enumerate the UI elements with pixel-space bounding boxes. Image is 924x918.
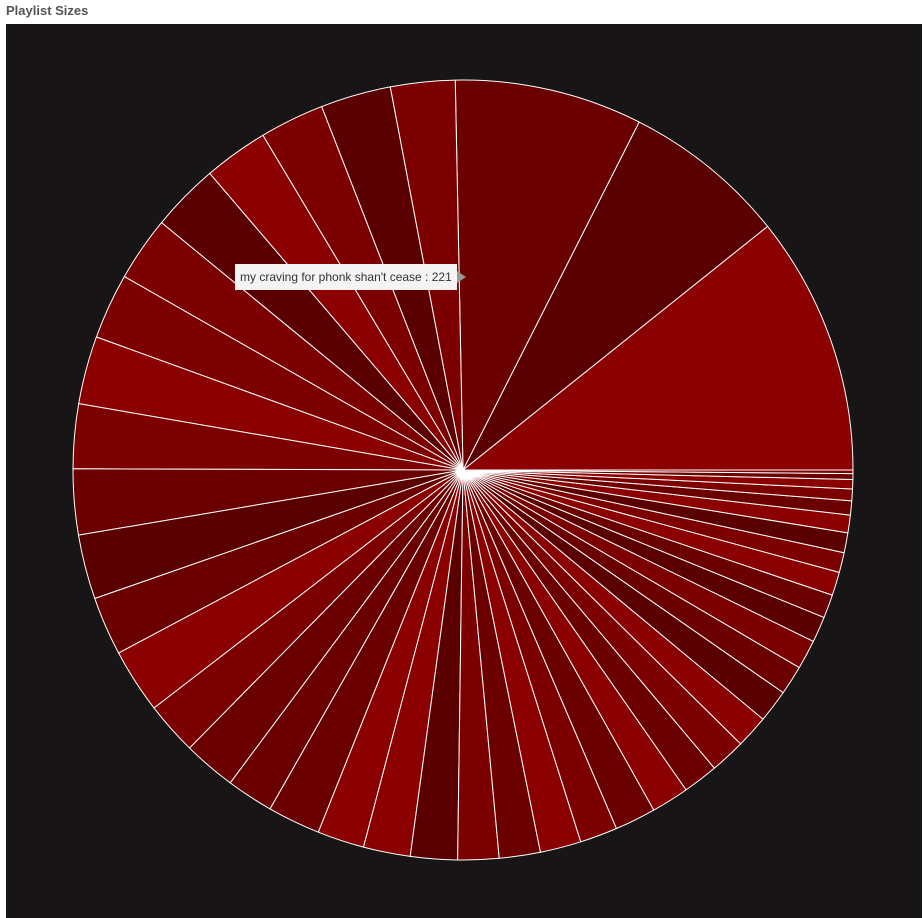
pie-slice-2[interactable] — [454, 79, 640, 471]
pie-slice-1[interactable] — [462, 121, 769, 471]
pie-slice-0[interactable] — [462, 225, 854, 471]
pie-chart — [72, 79, 854, 861]
pie-chart-panel: my craving for phonk shan't cease : 221 — [6, 24, 922, 918]
tooltip-value: 221 — [431, 270, 452, 284]
tooltip-arrow-icon — [456, 271, 466, 283]
slice-tooltip: my craving for phonk shan't cease : 221 — [235, 264, 466, 290]
pie-slice-45[interactable] — [462, 469, 854, 475]
tooltip-label: my craving for phonk shan't cease — [240, 270, 422, 284]
tooltip-separator: : — [421, 270, 432, 284]
page-title: Playlist Sizes — [6, 3, 89, 18]
